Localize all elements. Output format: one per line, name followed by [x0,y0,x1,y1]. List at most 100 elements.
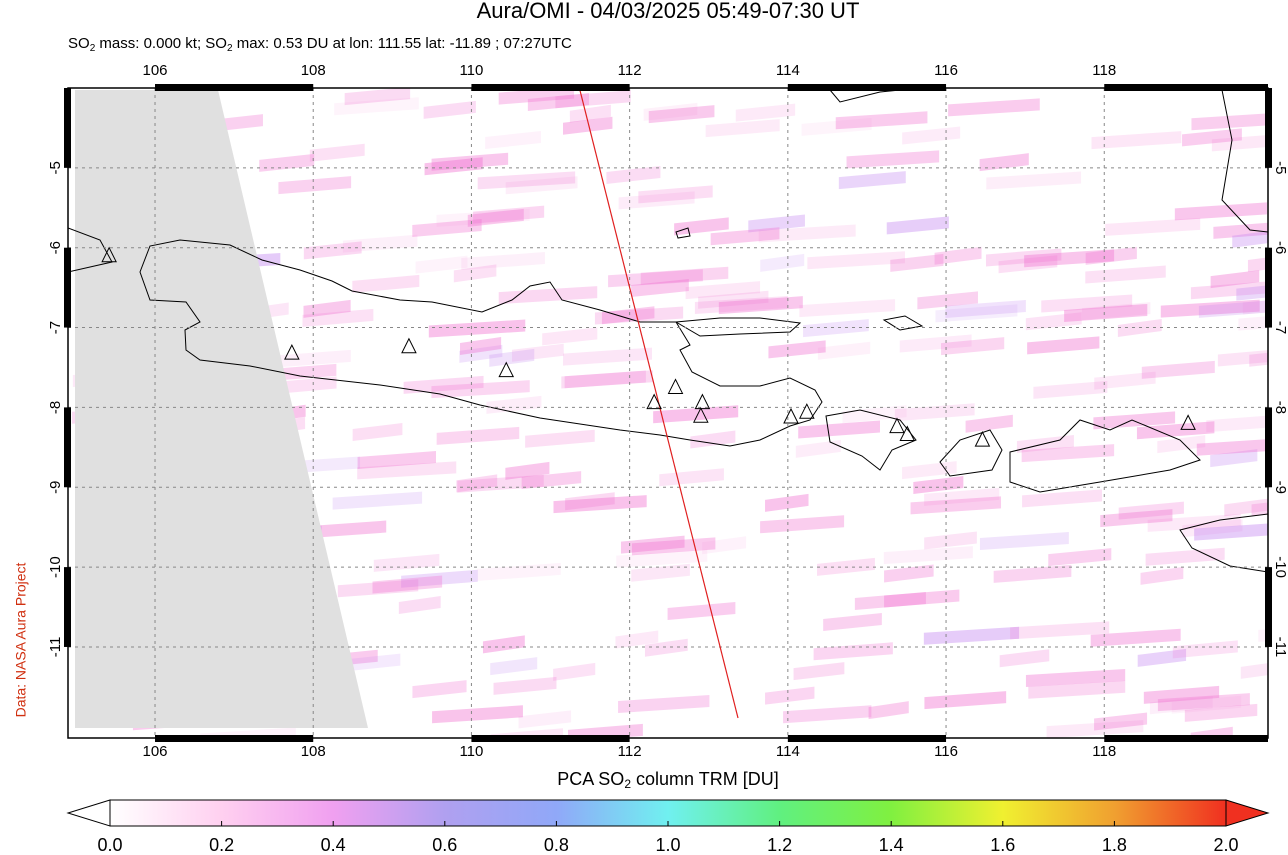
stripe [1137,648,1187,667]
stripe [783,705,872,724]
stripe [1194,523,1268,541]
x-tick-label-bottom: 116 [934,743,958,760]
frame-bar [1104,84,1268,91]
stripe [799,299,896,318]
volcano [974,431,991,447]
subtitle-part: max: 0.53 DU at lon: 111.55 lat: -11.89 … [233,35,573,52]
stripe [965,414,1013,433]
stripe [467,208,524,227]
stripe [553,495,647,514]
stripe [1033,380,1108,399]
colorbar-tick-label: 0.8 [544,835,569,855]
stripe [352,274,420,293]
colorbar-tick-label: 0.0 [97,835,122,855]
stripe [1081,302,1151,321]
stripe [1174,202,1267,221]
stripe [511,343,564,362]
stripe [1024,249,1115,268]
y-tick-label-right: -6 [1272,241,1288,254]
stripe [690,430,736,449]
stripe [1171,695,1242,714]
stripe [886,216,949,235]
sumba [1179,513,1268,573]
volcano [693,407,709,423]
subtitle-sub: 2 [227,43,233,54]
stripe [302,308,374,327]
stripe [1141,360,1215,379]
volcano [401,337,417,354]
stripe [601,306,655,325]
stripe [1224,498,1268,517]
colorbar-tick-label: 0.6 [432,835,457,855]
x-tick-label-bottom: 112 [618,743,642,760]
frame-bar [1265,88,1272,168]
subtitle-sub: 2 [90,43,96,54]
stripe [986,171,1082,190]
x-tick-label-top: 112 [618,62,642,79]
colorbar-tick-label: 1.4 [879,835,904,855]
stripe [1028,680,1126,699]
stripe [1157,693,1250,712]
stripe [342,653,401,672]
stripe [608,269,703,288]
volcano [667,378,684,394]
grid-layer: 106 106 108 108 110 110 112 112 114 114 116 116 118 1… [47,62,1288,760]
stripe [1238,316,1268,331]
stripe [490,657,538,676]
stripe [477,171,576,190]
stripe [436,426,520,445]
stripe [568,723,643,738]
y-tick-label-right: -10 [1272,556,1288,578]
stripe [1100,509,1173,528]
y-tick-label-left: -9 [47,481,64,494]
stripe [846,150,940,169]
stripe [948,98,1040,117]
stripe [801,117,872,136]
stripe [807,251,905,270]
frame-bar [471,84,630,91]
stripe [765,686,815,705]
stripe [924,487,1000,506]
stripe [459,344,503,363]
stripe [1242,300,1268,315]
colorbar-label: PCA SO2 column TRM [DU] [557,769,778,791]
frame-bar [787,84,947,91]
x-tick-label-top: 116 [934,62,958,79]
stripe [525,429,595,448]
stripe [793,662,845,681]
stripe [337,579,419,598]
stripe [760,253,805,272]
lombok [939,429,1003,477]
stripe [979,532,1069,551]
stripe [803,319,869,338]
stripe [798,420,880,439]
stripe [1236,285,1268,301]
stripe [993,564,1072,583]
stripe [1136,421,1215,440]
coastlines [68,89,1268,573]
stripe [270,349,351,368]
frame-bar [155,735,314,742]
x-tick-label-bottom: 106 [142,743,167,760]
stripe [648,105,715,124]
volcano [899,425,916,442]
stripe [1213,222,1268,239]
stripe [1160,299,1260,318]
stripe [473,205,545,224]
stripe [1094,371,1156,390]
stripe [823,612,882,631]
stripe [1145,547,1225,566]
stripe [884,589,960,608]
volcano [783,407,799,424]
stripe [631,278,689,297]
stripe [616,549,708,568]
stripe [569,104,611,123]
stripe [1027,336,1100,355]
stripe [1105,217,1201,236]
stripe [835,111,928,130]
sumatra [68,227,113,273]
stripe [1247,257,1268,272]
stripe [924,691,1007,710]
stripe [1064,303,1148,322]
stripe [615,630,659,649]
